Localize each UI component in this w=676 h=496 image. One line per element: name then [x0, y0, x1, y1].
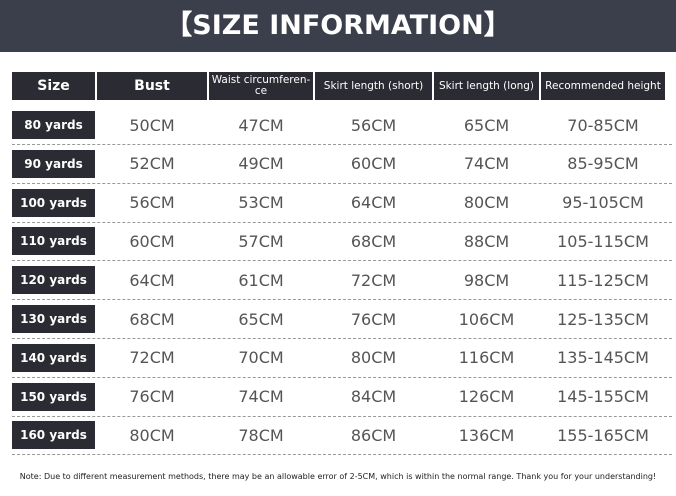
table-cell: 68CM — [350, 231, 397, 251]
row-divider — [12, 299, 672, 301]
table-cell: 80CM — [129, 425, 175, 445]
table-cell: 126CM — [458, 387, 515, 407]
table-cell: 47CM — [238, 115, 284, 135]
row-divider — [12, 415, 672, 417]
column-header: Skirt length (short) — [315, 72, 432, 100]
row-label: 80 yards — [12, 111, 95, 139]
table-cell: 135-145CM — [557, 348, 649, 368]
row-divider — [12, 182, 672, 184]
row-divider — [12, 260, 672, 262]
table-cell: 76CM — [350, 309, 397, 329]
table-cell: 95-105CM — [562, 193, 644, 213]
table-cell: 60CM — [129, 231, 175, 251]
table-cell: 61CM — [238, 270, 284, 290]
column-header: Skirt length (long) — [434, 72, 539, 100]
table-cell: 116CM — [458, 348, 515, 368]
table-cell: 56CM — [129, 193, 175, 213]
table-cell: 80CM — [350, 348, 397, 368]
table-cell: 136CM — [458, 425, 515, 445]
table-cell: 52CM — [129, 154, 175, 174]
table-cell: 106CM — [458, 309, 515, 329]
table-cell: 80CM — [463, 193, 510, 213]
column-header: Waist circumferen-ce — [209, 72, 313, 100]
table-cell: 56CM — [350, 115, 397, 135]
table-cell: 155-165CM — [557, 425, 649, 445]
row-label: 100 yards — [12, 188, 95, 217]
table-cell: 50CM — [129, 115, 175, 135]
table-cell: 85-95CM — [567, 154, 639, 174]
table-cell: 65CM — [238, 309, 284, 329]
row-label: 130 yards — [12, 305, 95, 333]
column-header: Bust — [97, 72, 207, 100]
table-cell: 115-125CM — [557, 270, 649, 290]
table-cell: 72CM — [350, 270, 397, 290]
table-cell: 86CM — [350, 425, 397, 445]
table-cell: 88CM — [463, 231, 510, 251]
table-cell: 78CM — [238, 425, 284, 445]
row-divider — [12, 376, 672, 378]
table-cell: 57CM — [238, 231, 284, 251]
table-cell: 76CM — [129, 387, 175, 407]
table-cell: 53CM — [238, 193, 284, 213]
table-cell: 64CM — [350, 193, 397, 213]
table-cell: 49CM — [238, 154, 284, 174]
table-cell: 145-155CM — [557, 387, 649, 407]
table-cell: 70CM — [238, 348, 284, 368]
column-header: Size — [12, 72, 95, 100]
row-divider — [12, 338, 672, 339]
row-label: 120 yards — [12, 266, 95, 295]
table-cell: 60CM — [350, 154, 397, 174]
table-cell: 65CM — [463, 115, 510, 135]
title-banner: 【SIZE INFORMATION】 — [0, 0, 676, 52]
table-cell: 84CM — [350, 387, 397, 407]
column-header: Recommended height — [541, 72, 665, 100]
row-label: 150 yards — [12, 382, 95, 411]
note: Note: Due to different measurement metho… — [19, 472, 657, 481]
row-divider — [12, 144, 672, 145]
table-cell: 125-135CM — [557, 309, 649, 329]
table-cell: 74CM — [238, 387, 284, 407]
table-cell: 64CM — [129, 270, 175, 290]
row-label: 160 yards — [12, 421, 95, 450]
table-cell: 105-115CM — [557, 231, 649, 251]
table-cell: 72CM — [129, 348, 175, 368]
row-divider — [12, 221, 672, 223]
table-cell: 70-85CM — [567, 115, 639, 135]
row-label: 90 yards — [12, 149, 95, 178]
row-label: 140 yards — [12, 343, 95, 372]
table-cell: 98CM — [463, 270, 510, 290]
table-cell: 74CM — [463, 154, 510, 174]
row-label: 110 yards — [12, 227, 95, 256]
row-divider — [12, 454, 672, 456]
table-cell: 68CM — [129, 309, 175, 329]
